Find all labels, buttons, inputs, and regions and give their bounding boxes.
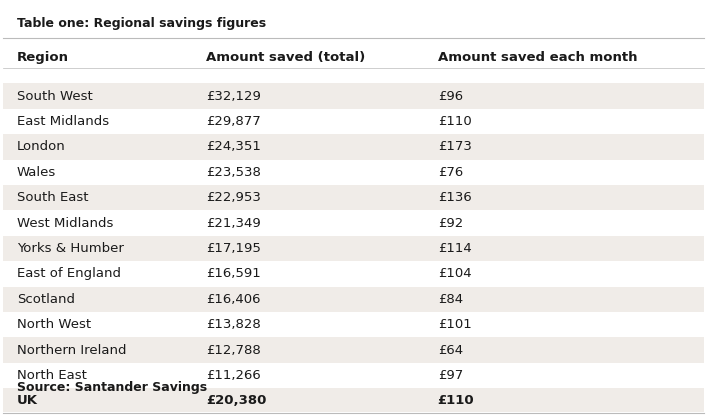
Text: £76: £76 [438, 166, 463, 179]
Text: £17,195: £17,195 [206, 242, 261, 255]
Text: £114: £114 [438, 242, 472, 255]
Text: UK: UK [17, 394, 37, 407]
Text: £104: £104 [438, 267, 472, 281]
Text: West Midlands: West Midlands [17, 217, 113, 229]
Text: £13,828: £13,828 [206, 318, 261, 331]
Text: £16,406: £16,406 [206, 293, 261, 306]
Text: £101: £101 [438, 318, 472, 331]
Text: South East: South East [17, 191, 88, 204]
FancyBboxPatch shape [3, 312, 704, 337]
FancyBboxPatch shape [3, 41, 704, 70]
Text: £23,538: £23,538 [206, 166, 261, 179]
Text: £110: £110 [438, 394, 474, 407]
Text: £24,351: £24,351 [206, 140, 261, 154]
Text: Source: Santander Savings: Source: Santander Savings [17, 381, 207, 394]
FancyBboxPatch shape [3, 388, 704, 413]
Text: North West: North West [17, 318, 91, 331]
Text: £136: £136 [438, 191, 472, 204]
Text: Amount saved each month: Amount saved each month [438, 51, 637, 64]
Text: £12,788: £12,788 [206, 344, 261, 356]
Text: £110: £110 [438, 115, 472, 128]
Text: £32,129: £32,129 [206, 90, 261, 103]
FancyBboxPatch shape [3, 337, 704, 363]
Text: £96: £96 [438, 90, 463, 103]
Text: South West: South West [17, 90, 93, 103]
Text: Yorks & Humber: Yorks & Humber [17, 242, 124, 255]
Text: £16,591: £16,591 [206, 267, 261, 281]
FancyBboxPatch shape [3, 160, 704, 185]
Text: £97: £97 [438, 369, 463, 382]
Text: £11,266: £11,266 [206, 369, 261, 382]
Text: Table one: Regional savings figures: Table one: Regional savings figures [17, 17, 266, 30]
Text: £92: £92 [438, 217, 463, 229]
Text: Scotland: Scotland [17, 293, 75, 306]
Text: £173: £173 [438, 140, 472, 154]
Text: £64: £64 [438, 344, 463, 356]
FancyBboxPatch shape [3, 363, 704, 388]
FancyBboxPatch shape [3, 287, 704, 312]
Text: £22,953: £22,953 [206, 191, 261, 204]
Text: London: London [17, 140, 66, 154]
Text: Region: Region [17, 51, 69, 64]
FancyBboxPatch shape [3, 236, 704, 261]
Text: North East: North East [17, 369, 87, 382]
FancyBboxPatch shape [3, 134, 704, 160]
Text: £21,349: £21,349 [206, 217, 261, 229]
Text: £29,877: £29,877 [206, 115, 261, 128]
Text: East Midlands: East Midlands [17, 115, 109, 128]
FancyBboxPatch shape [3, 83, 704, 109]
FancyBboxPatch shape [3, 210, 704, 236]
FancyBboxPatch shape [3, 109, 704, 134]
FancyBboxPatch shape [3, 185, 704, 210]
Text: Amount saved (total): Amount saved (total) [206, 51, 366, 64]
FancyBboxPatch shape [3, 261, 704, 287]
Text: Northern Ireland: Northern Ireland [17, 344, 127, 356]
Text: £20,380: £20,380 [206, 394, 267, 407]
Text: Wales: Wales [17, 166, 56, 179]
Text: East of England: East of England [17, 267, 121, 281]
Text: £84: £84 [438, 293, 463, 306]
